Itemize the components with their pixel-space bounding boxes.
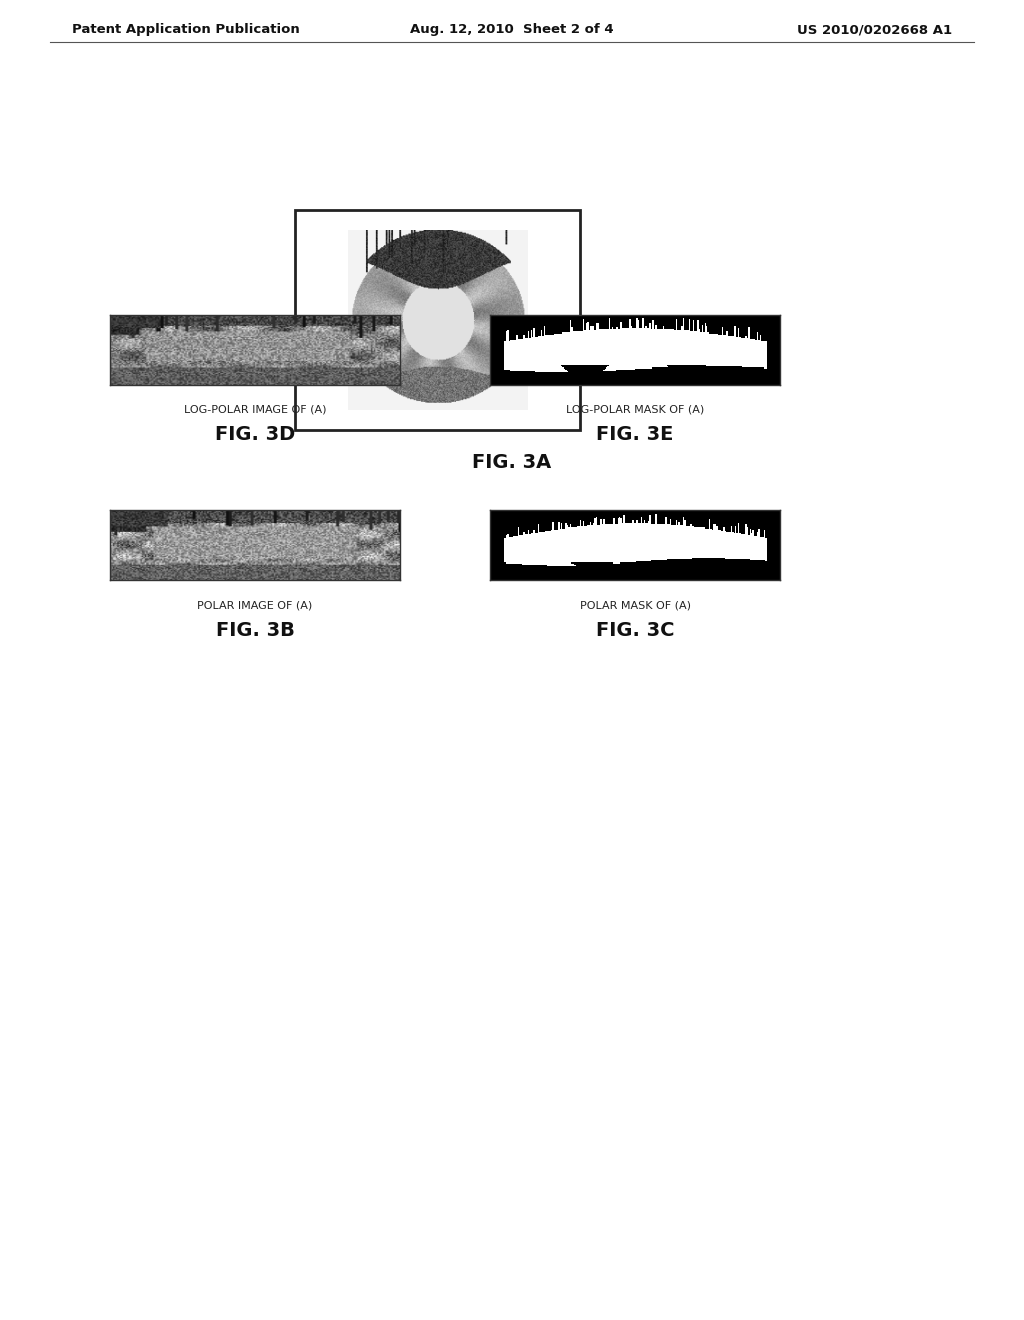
- Text: FIG. 3C: FIG. 3C: [596, 620, 674, 639]
- Text: LOG-POLAR MASK OF (A): LOG-POLAR MASK OF (A): [566, 405, 705, 414]
- Text: FIG. 3B: FIG. 3B: [216, 620, 295, 639]
- Text: FIG. 3D: FIG. 3D: [215, 425, 295, 445]
- Text: POLAR IMAGE OF (A): POLAR IMAGE OF (A): [198, 601, 312, 610]
- Text: LOG-POLAR IMAGE OF (A): LOG-POLAR IMAGE OF (A): [183, 405, 327, 414]
- Bar: [295, 210, 580, 430]
- Text: Patent Application Publication: Patent Application Publication: [72, 24, 300, 37]
- Text: Aug. 12, 2010  Sheet 2 of 4: Aug. 12, 2010 Sheet 2 of 4: [411, 24, 613, 37]
- Text: POLAR MASK OF (A): POLAR MASK OF (A): [580, 601, 690, 610]
- Text: FIG. 3E: FIG. 3E: [596, 425, 674, 445]
- Text: US 2010/0202668 A1: US 2010/0202668 A1: [797, 24, 952, 37]
- Text: FIG. 3A: FIG. 3A: [472, 453, 552, 471]
